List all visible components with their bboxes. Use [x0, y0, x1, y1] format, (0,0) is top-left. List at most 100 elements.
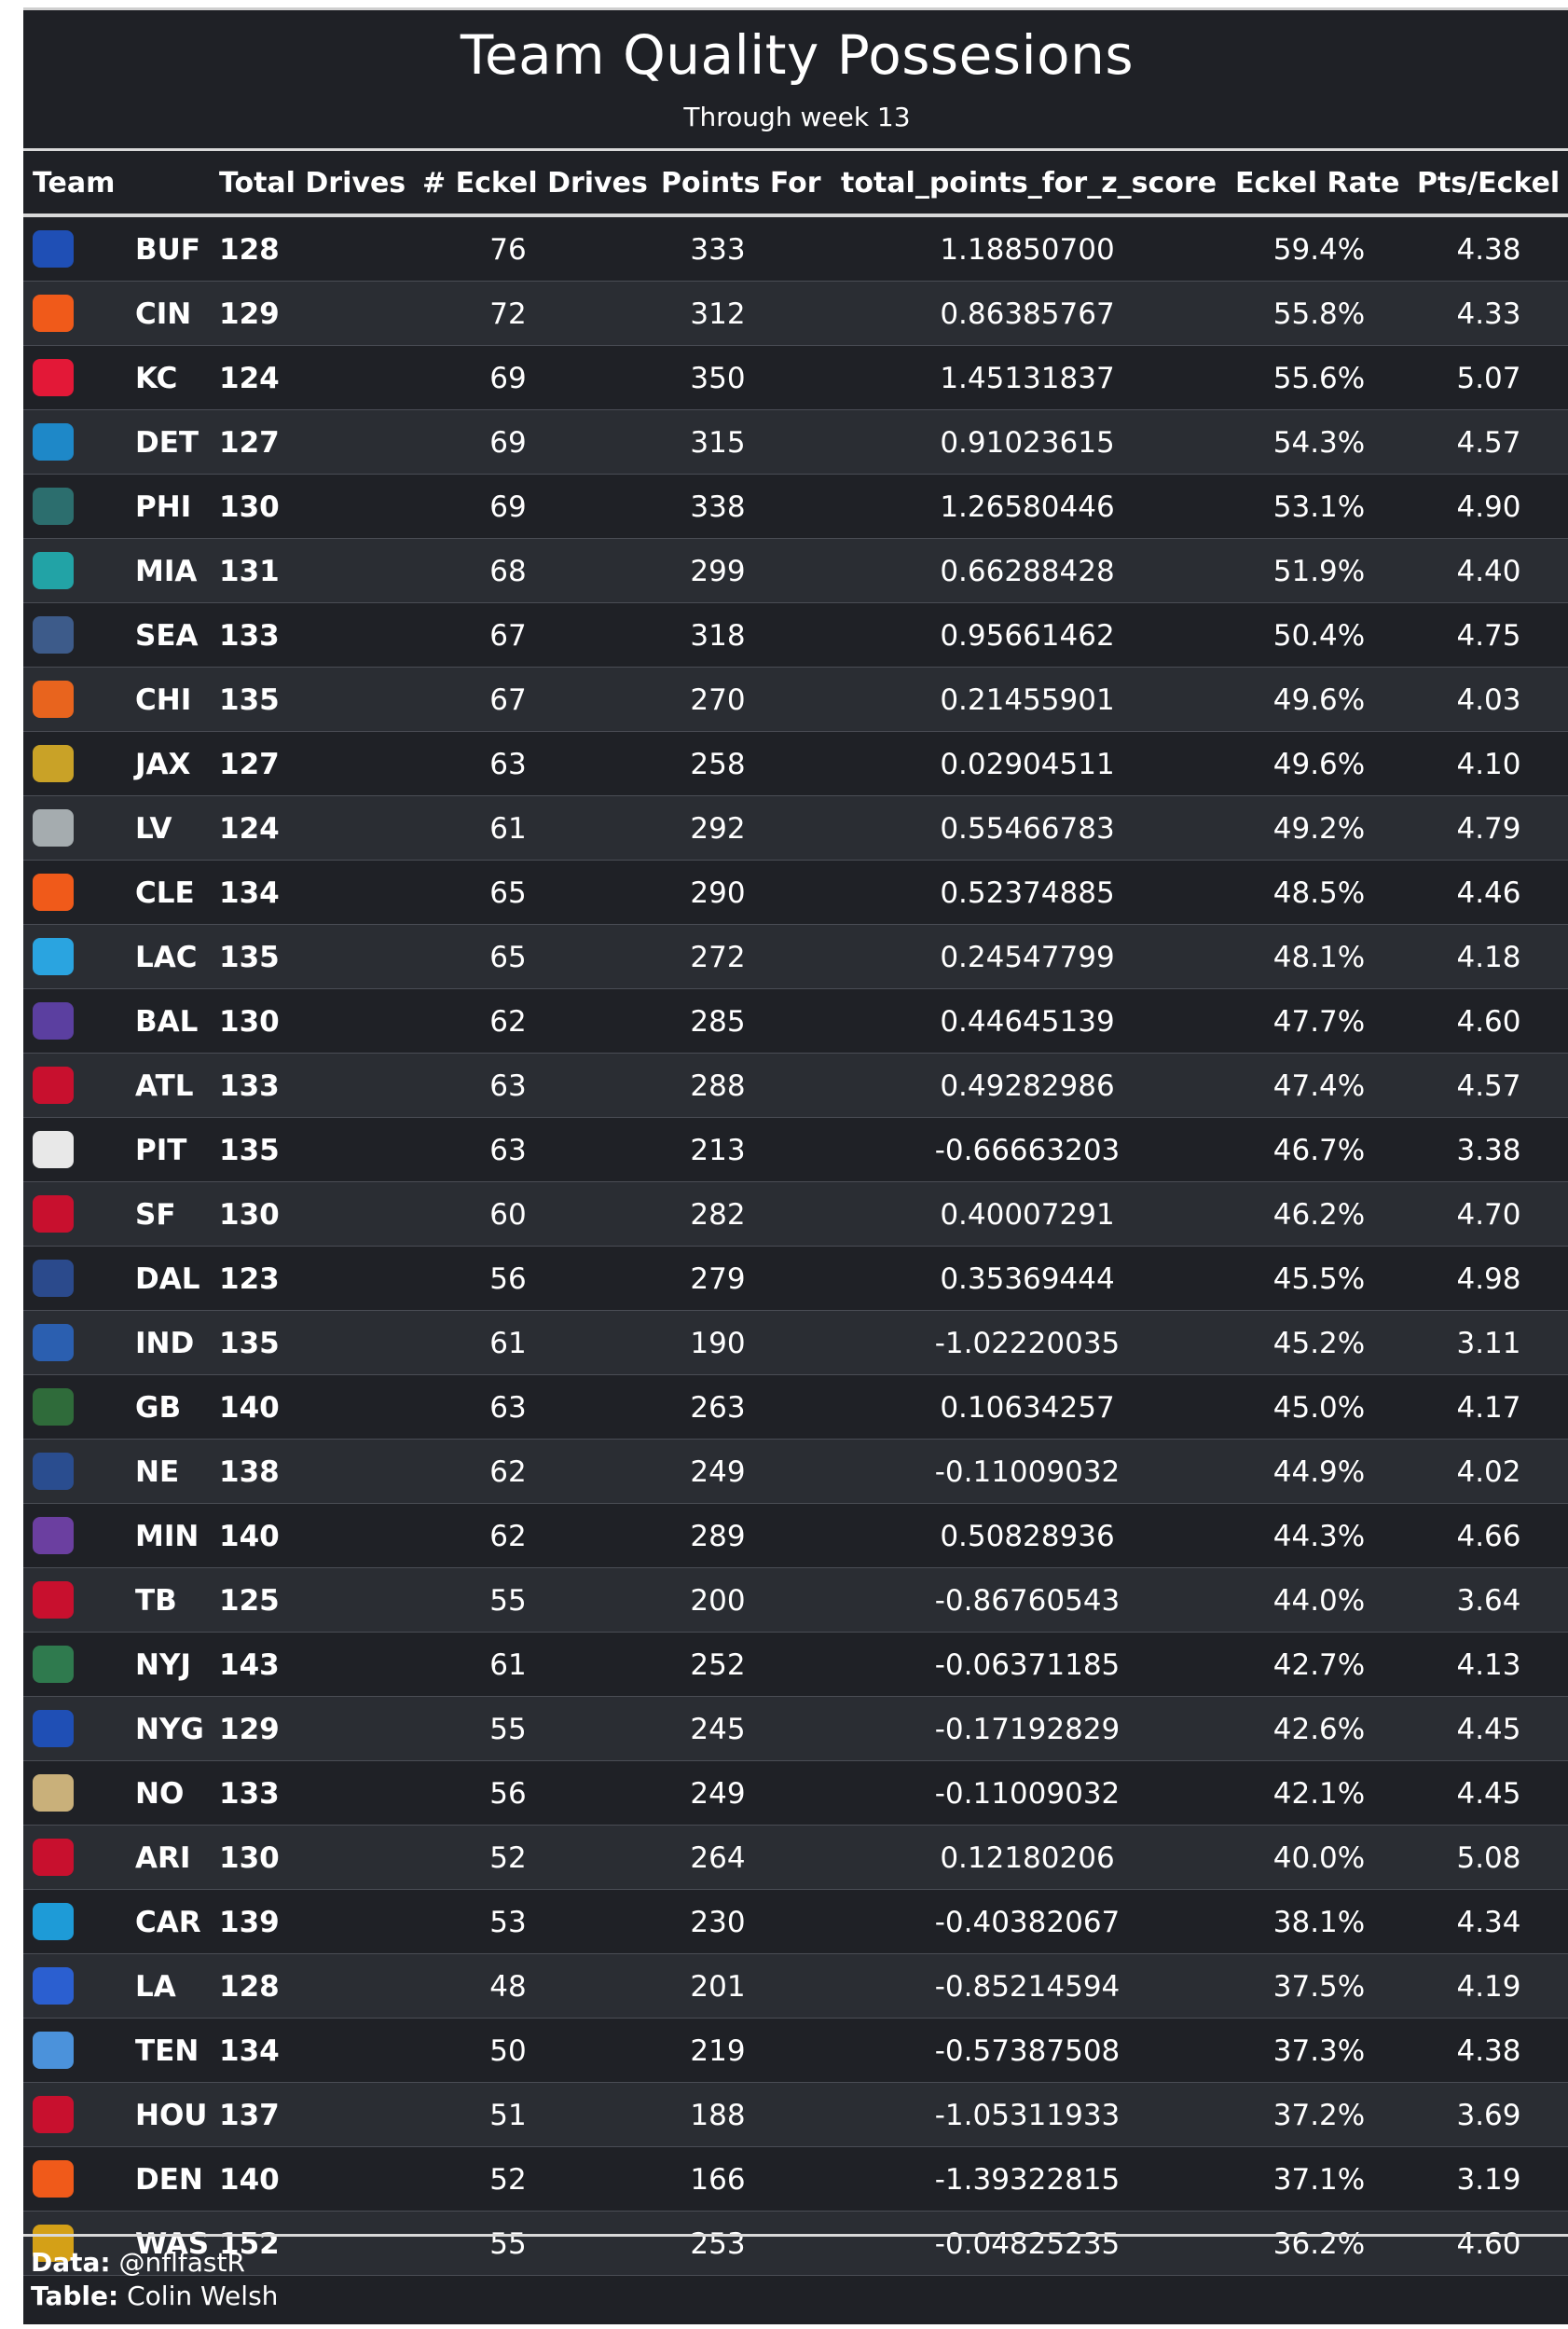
commanders-logo-icon [33, 2225, 74, 2262]
total-drives-cell: 128 [219, 1970, 280, 2004]
eckel-rate-cell-value: 49.2% [1272, 812, 1366, 846]
z-score-cell-value: -1.39322815 [934, 2163, 1121, 2197]
total-drives-cell: 143 [219, 1648, 280, 1682]
eckel-drives-cell-value: 52 [489, 1841, 527, 1875]
total-drives-cell: 140 [219, 2163, 280, 2197]
z-score-cell-value: -1.05311933 [934, 2099, 1121, 2132]
eckel-rate-cell-value: 49.6% [1272, 748, 1366, 781]
team-abbr-cell: MIA [135, 555, 198, 588]
table-row: CIN 129 72 312 0.86385767 55.8% 4.33 [23, 282, 1568, 346]
eckel-drives-cell-value: 68 [489, 555, 527, 588]
pts-per-eckel-cell-value: 4.33 [1456, 297, 1521, 331]
pts-per-eckel-cell-value: 4.70 [1456, 1198, 1521, 1232]
eckel-rate-cell-value: 42.6% [1272, 1713, 1366, 1746]
pts-per-eckel-cell-value: 4.57 [1456, 1069, 1521, 1103]
dolphins-logo-icon [33, 552, 74, 589]
points-for-cell-value: 292 [690, 812, 746, 846]
team-abbr-cell: TB [135, 1584, 177, 1618]
table-row: DET 127 69 315 0.91023615 54.3% 4.57 [23, 410, 1568, 475]
total-drives-cell: 135 [219, 1134, 280, 1167]
eckel-rate-cell-value: 44.0% [1272, 1584, 1366, 1618]
eckel-drives-cell-value: 52 [489, 2163, 527, 2197]
team-abbr-cell: SEA [135, 619, 199, 653]
team-abbr-cell: DEN [135, 2163, 203, 2197]
titans-logo-icon [33, 2032, 74, 2069]
points-for-cell-value: 249 [690, 1777, 746, 1811]
total-drives-cell: 130 [219, 1841, 280, 1875]
pts-per-eckel-cell-value: 4.60 [1456, 2227, 1521, 2261]
jets-logo-icon [33, 1646, 74, 1683]
pts-per-eckel-cell-value: 3.38 [1456, 1134, 1521, 1167]
table-row: TB 125 55 200 -0.86760543 44.0% 3.64 [23, 1568, 1568, 1633]
column-header-team: Team [33, 167, 116, 200]
team-abbr-cell: KC [135, 362, 178, 395]
total-drives-cell: 124 [219, 362, 280, 395]
eckel-drives-cell-value: 55 [489, 1713, 527, 1746]
table-row: LV 124 61 292 0.55466783 49.2% 4.79 [23, 796, 1568, 861]
points-for-cell-value: 285 [690, 1005, 746, 1039]
points-for-cell-value: 272 [690, 941, 746, 974]
eckel-rate-cell-value: 38.1% [1272, 1906, 1366, 1939]
table-row: PHI 130 69 338 1.26580446 53.1% 4.90 [23, 475, 1568, 539]
z-score-cell-value: -0.66663203 [934, 1134, 1121, 1167]
table-card: Team Quality Possesions Through week 13 … [23, 7, 1568, 2324]
total-drives-cell: 140 [219, 1391, 280, 1425]
eckel-drives-cell-value: 55 [489, 1584, 527, 1618]
table-row: WAS 152 55 253 -0.04825235 36.2% 4.60 [23, 2212, 1568, 2276]
bears-logo-icon [33, 681, 74, 718]
eckel-drives-cell-value: 69 [489, 426, 527, 460]
table-row: CAR 139 53 230 -0.40382067 38.1% 4.34 [23, 1890, 1568, 1954]
eckel-rate-cell-value: 51.9% [1272, 555, 1366, 588]
pts-per-eckel-cell-value: 4.90 [1456, 490, 1521, 524]
eckel-rate-cell-value: 40.0% [1272, 1841, 1366, 1875]
pts-per-eckel-cell-value: 4.45 [1456, 1713, 1521, 1746]
column-header-pts-per-eckel: Pts/Eckel [1417, 167, 1561, 200]
eckel-drives-cell-value: 61 [489, 1327, 527, 1360]
pts-per-eckel-cell-value: 4.57 [1456, 426, 1521, 460]
saints-logo-icon [33, 1774, 74, 1812]
points-for-cell-value: 190 [690, 1327, 746, 1360]
points-for-cell-value: 333 [690, 233, 746, 267]
z-score-cell-value: -0.40382067 [934, 1906, 1121, 1939]
table-row: LA 128 48 201 -0.85214594 37.5% 4.19 [23, 1954, 1568, 2019]
z-score-cell-value: 0.55466783 [940, 812, 1115, 846]
table-row: CLE 134 65 290 0.52374885 48.5% 4.46 [23, 861, 1568, 925]
total-drives-cell: 133 [219, 619, 280, 653]
pts-per-eckel-cell-value: 3.11 [1456, 1327, 1521, 1360]
eckel-drives-cell-value: 60 [489, 1198, 527, 1232]
data-label: Data: [31, 2247, 111, 2278]
table-row: LAC 135 65 272 0.24547799 48.1% 4.18 [23, 925, 1568, 989]
eckel-drives-cell-value: 63 [489, 748, 527, 781]
points-for-cell-value: 200 [690, 1584, 746, 1618]
team-abbr-cell: WAS [135, 2227, 210, 2261]
patriots-logo-icon [33, 1453, 74, 1490]
team-abbr-cell: SF [135, 1198, 176, 1232]
pts-per-eckel-cell-value: 4.19 [1456, 1970, 1521, 2004]
z-score-cell-value: -0.06371185 [934, 1648, 1121, 1682]
rams-logo-icon [33, 1967, 74, 2005]
pts-per-eckel-cell-value: 4.46 [1456, 876, 1521, 910]
falcons-logo-icon [33, 1067, 74, 1104]
total-drives-cell: 134 [219, 2034, 280, 2068]
eckel-rate-cell-value: 37.1% [1272, 2163, 1366, 2197]
total-drives-cell: 137 [219, 2099, 280, 2132]
table-row: CHI 135 67 270 0.21455901 49.6% 4.03 [23, 668, 1568, 732]
jaguars-logo-icon [33, 745, 74, 782]
table-row: DAL 123 56 279 0.35369444 45.5% 4.98 [23, 1247, 1568, 1311]
page-title: Team Quality Possesions [460, 23, 1135, 87]
eckel-drives-cell-value: 62 [489, 1455, 527, 1489]
eckel-drives-cell-value: 61 [489, 1648, 527, 1682]
total-drives-cell: 129 [219, 297, 280, 331]
eckel-drives-cell-value: 53 [489, 1906, 527, 1939]
z-score-cell-value: 0.12180206 [940, 1841, 1115, 1875]
z-score-cell-value: -0.04825235 [934, 2227, 1121, 2261]
ravens-logo-icon [33, 1002, 74, 1040]
z-score-cell-value: 1.45131837 [940, 362, 1115, 395]
points-for-cell-value: 166 [690, 2163, 746, 2197]
team-abbr-cell: NO [135, 1777, 185, 1811]
packers-logo-icon [33, 1388, 74, 1426]
points-for-cell-value: 213 [690, 1134, 746, 1167]
buccaneers-logo-icon [33, 1581, 74, 1619]
table-row: BUF 128 76 333 1.18850700 59.4% 4.38 [23, 217, 1568, 282]
team-abbr-cell: IND [135, 1327, 195, 1360]
